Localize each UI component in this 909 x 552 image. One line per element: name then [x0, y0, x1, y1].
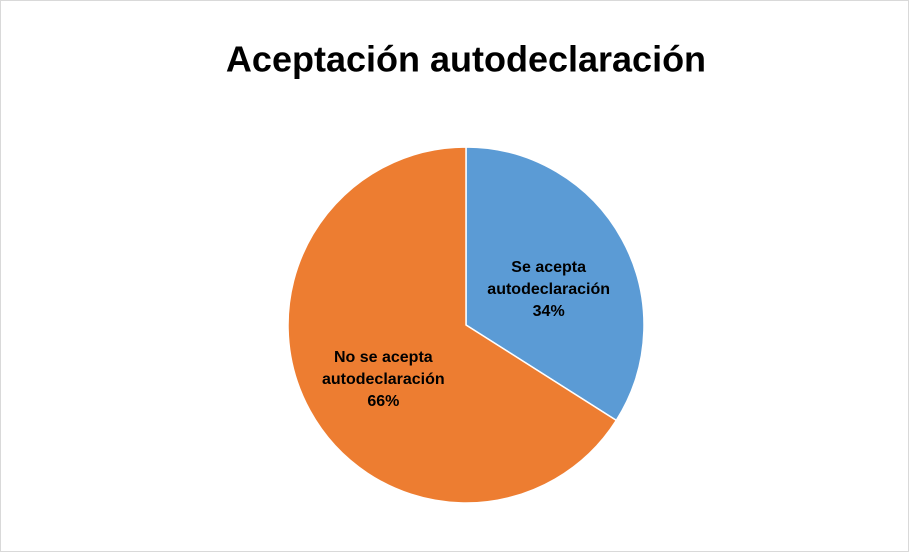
slice-label: No se acepta autodeclaración 66% [313, 347, 453, 413]
pie-slice [287, 146, 618, 504]
slice-category: Se acepta autodeclaración [487, 258, 610, 298]
slice-label: Se acepta autodeclaración 34% [479, 257, 619, 323]
pie-slice [465, 146, 645, 422]
slice-value: 66% [367, 393, 400, 411]
chart-title: Aceptación autodeclaración [226, 39, 706, 80]
slice-value: 34% [532, 302, 565, 320]
slice-category: No se acepta autodeclaración [321, 349, 445, 389]
